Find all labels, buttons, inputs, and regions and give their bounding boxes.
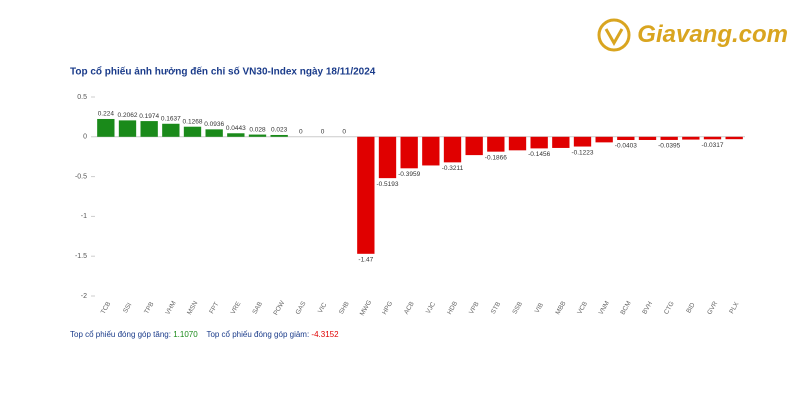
- x-tick-label: STB: [490, 301, 502, 315]
- x-tick-label: VIB: [534, 302, 545, 315]
- data-label: 0.1637: [161, 115, 181, 122]
- summary-value: -4.3152: [311, 330, 339, 339]
- summary: Top cổ phiếu đóng góp tăng: 1.1070 Top c…: [70, 330, 339, 339]
- x-tick-label: VRE: [230, 300, 243, 316]
- y-tick-label: -0.5: [75, 173, 87, 180]
- chart: Top cổ phiếu ảnh hưởng đến chỉ số VN30-I…: [70, 66, 745, 317]
- x-tick-label: SAB: [251, 301, 264, 316]
- data-label: -0.0403: [615, 143, 637, 150]
- x-tick-label: MBB: [554, 300, 567, 316]
- data-label: -0.1223: [571, 149, 593, 156]
- x-tick-label: HPG: [381, 300, 394, 316]
- data-label: 0.2062: [118, 112, 138, 119]
- data-label: 0: [299, 129, 303, 136]
- bar: [97, 118, 115, 137]
- bar: [357, 136, 375, 254]
- logo: Giavang.com: [597, 18, 788, 52]
- y-tick-label: -2: [81, 293, 87, 300]
- bar: [508, 136, 527, 151]
- data-label: -0.3959: [398, 171, 420, 178]
- data-label: 0.224: [98, 111, 115, 118]
- bar: [400, 136, 418, 169]
- bar: [617, 136, 635, 141]
- x-tick-label: GVR: [706, 300, 719, 316]
- data-label: -1.47: [358, 257, 373, 264]
- bar: [270, 134, 288, 137]
- x-tick-label: VCB: [576, 301, 589, 316]
- data-label: 0.0936: [204, 121, 224, 128]
- bar: [465, 136, 483, 156]
- x-tick-label: FPT: [208, 301, 220, 315]
- bar: [725, 136, 743, 140]
- bar: [487, 136, 505, 152]
- data-label: 0.0443: [226, 125, 246, 132]
- x-tick-label: PLX: [728, 300, 741, 315]
- y-tick-label: 0.5: [77, 94, 87, 101]
- bar: [248, 134, 267, 137]
- x-tick-label: CTG: [663, 300, 676, 315]
- y-tick-label: -1: [81, 213, 87, 220]
- x-tick-label: BVH: [641, 300, 654, 315]
- bar: [183, 126, 202, 137]
- x-tick-label: POW: [272, 299, 286, 317]
- chart-title: Top cổ phiếu ảnh hưởng đến chỉ số VN30-I…: [70, 66, 376, 78]
- bar: [660, 136, 678, 140]
- summary-value: 1.1070: [173, 330, 198, 339]
- x-tick-label: ACB: [403, 301, 416, 316]
- bar: [443, 136, 462, 163]
- bar: [205, 129, 223, 137]
- summary-label: Top cổ phiếu đóng góp tăng:: [70, 330, 171, 339]
- data-label: -0.0395: [658, 143, 680, 150]
- data-label: -0.0317: [701, 142, 723, 149]
- x-tick-label: VNM: [598, 300, 611, 316]
- bar: [595, 136, 613, 143]
- x-tick-label: TCB: [100, 301, 113, 316]
- data-label: 0.1974: [139, 113, 159, 120]
- x-tick-label: TPB: [143, 301, 155, 315]
- y-tick-label: 0: [83, 134, 87, 141]
- bar: [378, 136, 397, 179]
- bar: [118, 120, 137, 137]
- data-label: 0.028: [249, 126, 266, 133]
- data-label: -0.1866: [485, 154, 507, 161]
- bar: [552, 136, 570, 148]
- bar: [703, 136, 722, 140]
- x-tick-label: SSB: [511, 301, 524, 316]
- x-tick-label: VHM: [164, 300, 177, 316]
- data-label: -0.5193: [376, 181, 398, 188]
- data-label: 0: [342, 129, 346, 136]
- x-tick-label: VJC: [425, 301, 437, 315]
- y-tick-label: -1.5: [75, 253, 87, 260]
- x-tick-label: BCM: [619, 300, 632, 316]
- x-tick-label: HDB: [446, 300, 459, 315]
- data-label: 0: [321, 129, 325, 136]
- bar: [140, 121, 158, 137]
- x-tick-label: SSI: [122, 302, 133, 315]
- x-tick-label: MWG: [359, 299, 373, 317]
- bar: [227, 133, 245, 137]
- x-tick-label: BID: [685, 301, 697, 314]
- bar: [682, 136, 700, 140]
- x-tick-label: SHB: [338, 301, 351, 316]
- logo-text: Giavang.com: [637, 21, 788, 48]
- x-tick-label: VIC: [317, 301, 329, 314]
- data-label: -0.3211: [442, 165, 464, 172]
- logo-icon: [597, 18, 631, 52]
- data-label: 0.1268: [183, 118, 203, 125]
- bar: [162, 123, 180, 137]
- data-label: 0.023: [271, 127, 288, 134]
- summary-label: Top cổ phiếu đóng góp giảm:: [206, 330, 310, 339]
- bar: [638, 136, 657, 140]
- x-tick-label: MSN: [186, 300, 199, 316]
- x-tick-label: VPB: [468, 301, 481, 316]
- bar: [422, 136, 440, 166]
- bar: [573, 136, 592, 147]
- x-tick-label: GAS: [295, 300, 308, 316]
- bar: [530, 136, 548, 149]
- data-label: -0.1456: [528, 151, 550, 158]
